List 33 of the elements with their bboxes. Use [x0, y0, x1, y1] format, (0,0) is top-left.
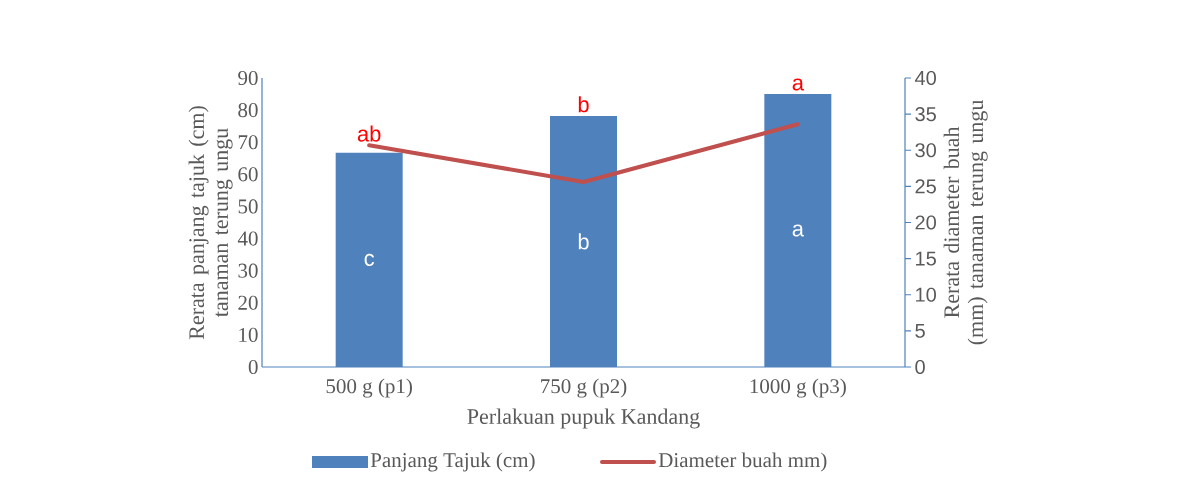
y-tick-label: 80 — [238, 103, 258, 118]
annotation: b — [578, 96, 589, 113]
y-tick-label: 0 — [248, 359, 258, 375]
x-tick-label: 500 g (p1) — [326, 378, 412, 398]
x-tick-label: 750 g (p2) — [541, 378, 627, 398]
y-tick-label: 20 — [238, 295, 258, 310]
y-tick-label: 30 — [238, 263, 258, 278]
y-tick-label: 10 — [239, 327, 258, 342]
y-tick-label: 60 — [238, 167, 258, 182]
y2-tick-label: 5 — [915, 323, 925, 338]
y2-tick-label: 10 — [916, 287, 936, 302]
annotation: b — [578, 233, 589, 250]
y2-tick-label: 40 — [914, 70, 936, 86]
annotation: ab — [357, 125, 381, 142]
y2-tick-label: 0 — [915, 359, 925, 375]
y2-tick-label: 30 — [915, 143, 936, 158]
legend-label: Panjang Tajuk (cm) — [370, 452, 535, 472]
legend-label: Diameter buah mm) — [658, 452, 827, 472]
annotation: a — [792, 78, 804, 91]
y-axis-title: Rerata panjang tajuk (cm) tanaman terung ungu — [188, 106, 233, 340]
x-axis-title: Perlakuan pupuk Kandang — [467, 408, 700, 429]
x-tick-label: 1000 g (p3) — [750, 378, 846, 398]
annotation: c — [364, 253, 375, 266]
y2-axis-title: Rerata diameter buah (mm) tanaman terung ungu — [943, 100, 988, 345]
y-tick-label: 70 — [238, 135, 258, 150]
y2-tick-label: 35 — [915, 107, 936, 122]
y-tick-label: 50 — [238, 199, 258, 214]
y-tick-label: 90 — [238, 70, 258, 86]
y2-tick-label: 20 — [915, 215, 936, 230]
y2-tick-label: 15 — [916, 251, 936, 266]
y2-tick-label: 25 — [915, 179, 936, 194]
y-tick-label: 40 — [237, 231, 258, 246]
annotation: a — [792, 224, 804, 237]
